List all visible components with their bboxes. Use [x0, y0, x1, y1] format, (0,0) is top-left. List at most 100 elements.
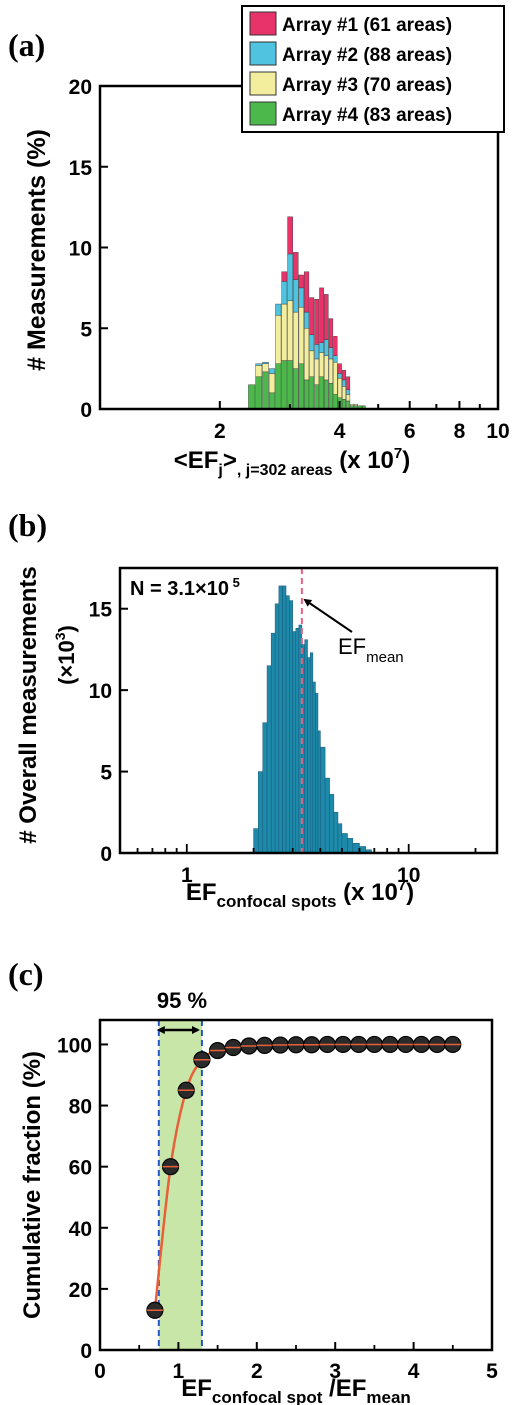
hist-bar-4	[270, 632, 276, 854]
x-tick-label-10: 10	[397, 864, 420, 887]
hist-bar-18	[315, 693, 319, 854]
bar-segment-s2-3	[268, 368, 276, 374]
y-tick-label-40: 40	[69, 1218, 92, 1241]
mean-arrow	[303, 598, 353, 633]
bar-segment-s2-10	[309, 334, 315, 352]
x-tick-label-6: 6	[404, 420, 416, 443]
hist-bar-14	[304, 639, 308, 854]
panel-b-x-axis: 1 10	[136, 844, 477, 887]
hist-bar-27	[352, 842, 360, 854]
bar-segment-s0-13	[324, 379, 329, 410]
bar-segment-s1-10	[309, 350, 315, 377]
hist-bar-11	[295, 628, 300, 854]
y-tick-label-80: 80	[69, 1096, 92, 1119]
bar-segment-s2-5	[281, 281, 288, 305]
bar-segment-s2-13	[324, 339, 329, 356]
bar-segment-s3-16	[337, 363, 342, 374]
bar-segment-s2-14	[328, 347, 334, 360]
mean-label: EFmean	[338, 634, 404, 666]
bar-segment-s0-17	[341, 399, 346, 410]
bar-segment-s1-6	[287, 300, 293, 361]
hist-bar-16	[309, 652, 314, 854]
bar-segment-s2-1	[255, 363, 263, 366]
panel-a-x-axis: 2 4 6 8 10	[214, 401, 510, 443]
panel-b-y-label: # Overall measurements	[15, 566, 42, 844]
region-label: 95 %	[157, 988, 207, 1013]
bar-segment-s2-2	[262, 361, 269, 364]
x-tick-label-1: 1	[181, 864, 193, 887]
legend-label-1: Array #2 (88 areas)	[282, 45, 452, 66]
bar-segment-s1-16	[337, 378, 342, 398]
bar-segment-s0-6	[287, 360, 293, 410]
bar-segment-s1-8	[298, 307, 304, 364]
bar-segment-s0-8	[298, 363, 304, 410]
x-tick-label-3: 3	[329, 1360, 341, 1383]
legend-swatch-1	[249, 41, 277, 66]
y-tick-label-5: 5	[80, 318, 92, 341]
bar-segment-s3-8	[298, 274, 304, 289]
panel-a-legend: Array #1 (61 areas) Array #2 (88 areas) Ar…	[241, 5, 505, 133]
y-tick-label-5: 5	[100, 762, 112, 785]
bar-segment-s0-10	[309, 376, 315, 410]
bar-segment-s2-18	[346, 389, 351, 395]
bar-segment-s3-6	[287, 216, 293, 255]
bar-segment-s2-15	[333, 355, 338, 363]
x-tick-label-2: 2	[251, 1360, 263, 1383]
hist-bar-6	[278, 585, 283, 854]
hist-bar-20	[320, 746, 326, 854]
y-tick-label-0: 0	[80, 1340, 92, 1363]
bar-segment-s0-0	[248, 384, 256, 410]
bar-segment-s1-1	[255, 365, 263, 377]
bar-segment-s0-3	[268, 392, 276, 410]
panel-b-label: (b)	[8, 507, 47, 543]
hist-bar-23	[333, 812, 339, 854]
panel-b-histogram	[253, 585, 372, 854]
bar-segment-s2-11	[314, 344, 320, 360]
x-tick-label-4: 4	[334, 420, 346, 443]
hist-bar-2	[262, 722, 268, 854]
x-tick-label-10: 10	[486, 420, 509, 443]
bar-segment-s0-4	[275, 363, 282, 410]
hist-bar-19	[317, 730, 321, 854]
bar-segment-s3-7	[293, 252, 299, 281]
x-tick-label-8: 8	[454, 420, 466, 443]
bar-segment-s1-4	[275, 315, 282, 364]
bar-segment-s0-11	[314, 384, 320, 410]
bar-segment-s2-12	[319, 342, 324, 353]
sample-count-annotation: N = 3.1×10 5	[130, 575, 240, 600]
bar-segment-s3-15	[333, 336, 338, 356]
panel-c-y-axis: 0 20 40 60 80 100	[57, 1034, 108, 1363]
bar-segment-s0-1	[255, 376, 263, 410]
panel-a-x-label: <EFj>, j=302 areas (x 107)	[174, 445, 411, 479]
bar-segment-s1-11	[314, 358, 320, 385]
x-tick-label-4: 4	[408, 1360, 420, 1383]
x-tick-label-2: 2	[214, 420, 226, 443]
hist-bar-22	[329, 794, 335, 854]
bar-segment-s3-5	[281, 271, 288, 282]
x-tick-label-5: 5	[486, 1360, 498, 1383]
x-tick-label-1: 1	[173, 1360, 185, 1383]
bar-segment-s2-9	[304, 311, 310, 329]
legend-label-0: Array #1 (61 areas)	[282, 15, 452, 36]
bar-segment-s1-3	[268, 373, 276, 394]
bar-segment-s1-12	[319, 352, 324, 377]
panel-b-y-axis: 0 5 10 15	[89, 599, 128, 866]
y-tick-label-15: 15	[69, 157, 93, 180]
bar-segment-s1-2	[262, 363, 269, 373]
hist-bar-5	[274, 603, 280, 854]
x-tick-label-0: 0	[94, 1360, 106, 1383]
hist-bar-1	[258, 771, 264, 854]
legend-label-2: Array #3 (70 areas)	[282, 75, 452, 96]
bar-segment-s1-17	[341, 386, 346, 400]
y-tick-label-100: 100	[57, 1034, 92, 1057]
hist-bar-26	[347, 838, 354, 854]
panel-b-x-label: EFconfocal spots (x 107)	[186, 877, 414, 911]
panel-c-y-label: Cumulative fraction (%)	[19, 1051, 46, 1319]
hist-bar-21	[324, 777, 330, 854]
bar-segment-s1-7	[293, 311, 299, 369]
y-tick-label-0: 0	[100, 843, 112, 866]
panel-b: (b) 0 5 10 15 1 10 # Overall measurements (×…	[8, 507, 499, 911]
y-tick-label-10: 10	[69, 238, 92, 261]
hist-bar-7	[282, 585, 287, 854]
legend-label-3: Array #4 (83 areas)	[282, 105, 452, 126]
